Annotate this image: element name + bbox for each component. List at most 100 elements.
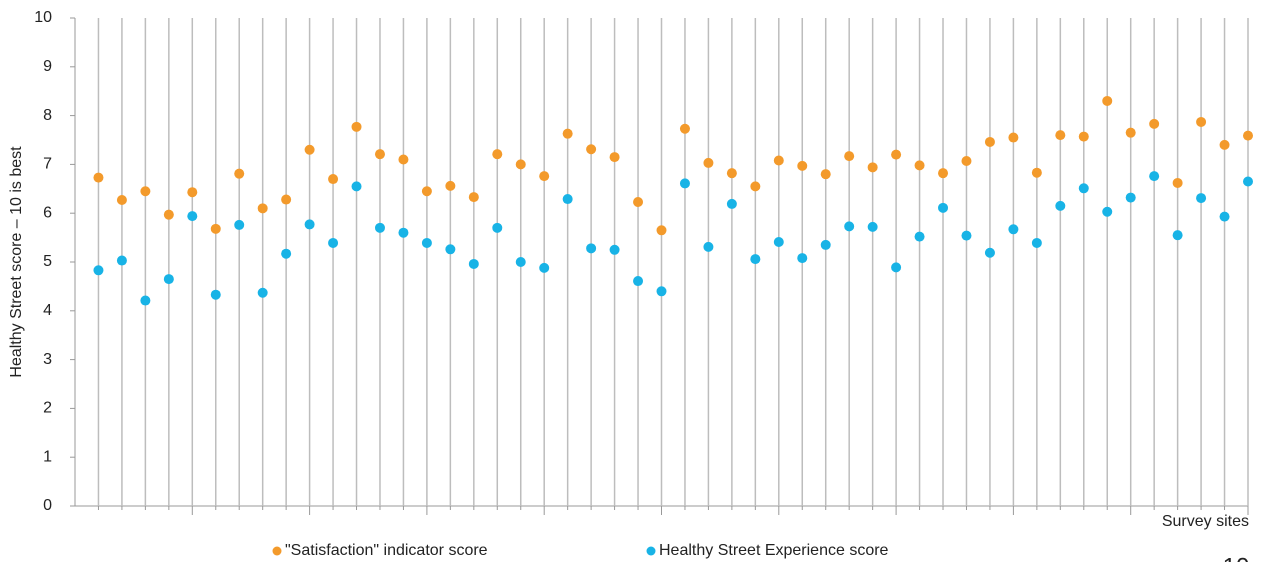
point <box>656 286 667 297</box>
point <box>445 244 456 255</box>
point <box>609 152 620 163</box>
point <box>750 254 761 265</box>
point <box>257 203 268 214</box>
point <box>586 144 597 155</box>
point <box>492 222 503 233</box>
y-tick-label: 4 <box>43 302 52 319</box>
y-tick-label: 3 <box>43 351 52 368</box>
point <box>1172 230 1183 241</box>
point <box>562 128 573 139</box>
point <box>1102 95 1113 106</box>
point <box>914 231 925 242</box>
point <box>1196 116 1207 127</box>
point <box>844 151 855 162</box>
point <box>163 209 174 220</box>
point <box>304 144 315 155</box>
legend-marker <box>646 546 656 556</box>
point <box>187 211 198 222</box>
point <box>586 243 597 254</box>
point <box>679 123 690 134</box>
grid <box>70 17 1249 515</box>
marks <box>93 95 1253 306</box>
point <box>210 223 221 234</box>
point <box>750 181 761 192</box>
point <box>891 262 902 273</box>
point <box>961 155 972 166</box>
y-tick-label: 2 <box>43 400 52 417</box>
point <box>351 181 362 192</box>
point <box>234 168 245 179</box>
point <box>562 194 573 205</box>
point <box>468 192 479 203</box>
point <box>1196 193 1207 204</box>
point <box>328 237 339 248</box>
y-tick-label: 7 <box>43 156 52 173</box>
point <box>726 198 737 209</box>
point <box>726 168 737 179</box>
point <box>374 149 385 160</box>
point <box>984 136 995 147</box>
point <box>421 186 432 197</box>
point <box>351 121 362 132</box>
point <box>797 253 808 264</box>
point <box>257 287 268 298</box>
point <box>844 221 855 232</box>
point <box>867 162 878 173</box>
point <box>1055 130 1066 141</box>
point <box>1172 177 1183 188</box>
point <box>93 172 104 183</box>
point <box>328 174 339 185</box>
point <box>539 262 550 273</box>
point <box>633 276 644 287</box>
legend-label: "Satisfaction" indicator score <box>285 542 488 559</box>
point <box>656 225 667 236</box>
point <box>163 274 174 285</box>
point <box>281 248 292 259</box>
point <box>398 154 409 165</box>
point <box>1125 192 1136 203</box>
point <box>445 180 456 191</box>
point <box>1219 211 1230 222</box>
point <box>867 221 878 232</box>
y-tick-label: 1 <box>43 448 52 465</box>
point <box>539 171 550 182</box>
point <box>938 168 949 179</box>
point <box>1031 237 1042 248</box>
point <box>187 187 198 198</box>
point <box>773 236 784 247</box>
y-tick-label: 0 <box>43 497 52 514</box>
point <box>891 149 902 160</box>
x-axis-title: Survey sites <box>1162 513 1249 530</box>
point <box>210 289 221 300</box>
y-tick-label: 5 <box>43 253 52 270</box>
point <box>1078 183 1089 194</box>
point <box>609 244 620 255</box>
y-tick-label: 9 <box>43 58 52 75</box>
point <box>116 255 127 266</box>
point <box>1149 171 1160 182</box>
point <box>140 186 151 197</box>
point <box>984 247 995 258</box>
point <box>1055 200 1066 211</box>
point <box>116 195 127 206</box>
point <box>515 257 526 267</box>
point <box>515 159 526 170</box>
point <box>140 295 151 306</box>
point <box>421 237 432 248</box>
point <box>633 196 644 207</box>
point <box>398 227 409 238</box>
page-number: 10 <box>1223 553 1250 562</box>
point <box>1243 130 1253 141</box>
point <box>1031 167 1042 178</box>
point <box>1243 176 1253 187</box>
y-tick-label: 10 <box>34 9 52 26</box>
point <box>961 230 972 241</box>
point <box>281 194 292 205</box>
point <box>1125 127 1136 138</box>
point <box>93 265 104 276</box>
legend-label: Healthy Street Experience score <box>659 542 889 559</box>
point <box>1219 139 1230 150</box>
point <box>304 219 315 230</box>
point <box>1102 206 1113 217</box>
point <box>234 219 245 230</box>
